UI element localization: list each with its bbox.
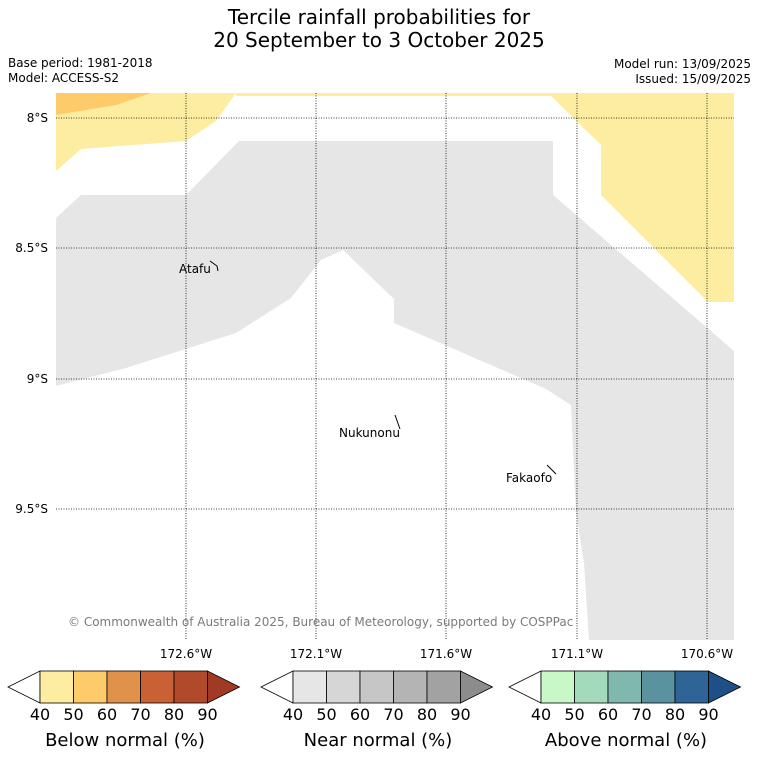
lat-label-8s: 8°S xyxy=(26,111,48,125)
island-label-fakaofo: Fakaofo xyxy=(506,471,553,485)
colorbar-below-segment-70 xyxy=(140,670,175,704)
lat-label-9-5s: 9.5°S xyxy=(15,502,48,516)
colorbar-below-tick-60: 60 xyxy=(96,705,118,724)
colorbar-above-low-extend xyxy=(508,670,542,704)
colorbar-below-high-extend xyxy=(207,670,241,704)
atafu-marker xyxy=(209,260,219,272)
colorbar-near-segment-80 xyxy=(426,670,461,704)
lat-label-8-5s: 8.5°S xyxy=(15,241,48,255)
colorbar-below-tick-50: 50 xyxy=(63,705,84,724)
colorbar-below-segment-50 xyxy=(73,670,108,704)
colorbar-near-tick-60: 60 xyxy=(349,705,371,724)
map-panel xyxy=(56,93,734,640)
colorbar-near-segment-40 xyxy=(292,670,327,704)
colorbar-above-segment-50 xyxy=(574,670,609,704)
colorbar-above-high-extend xyxy=(708,670,742,704)
colorbar-near-low-extend xyxy=(260,670,294,704)
near-normal-region xyxy=(56,141,734,640)
colorbar-above-segment-80 xyxy=(674,670,709,704)
map-title-line1: Tercile rainfall probabilities for xyxy=(227,5,531,29)
fakaofo-marker xyxy=(546,464,557,475)
colorbar-below-tick-40: 40 xyxy=(29,705,51,724)
island-label-nukunonu: Nukunonu xyxy=(339,426,400,440)
lon-label-170-6w: 170.6°W xyxy=(680,647,734,661)
colorbar-near-segment-60 xyxy=(359,670,394,704)
below-normal-region-top-left xyxy=(56,93,236,171)
below-normal-region-right xyxy=(548,93,734,302)
colorbar-title-below: Below normal (%) xyxy=(45,730,205,751)
colorbar-below-tick-90: 90 xyxy=(197,705,218,724)
lon-label-171-6w: 171.6°W xyxy=(419,647,473,661)
colorbar-below-low-extend xyxy=(7,670,41,704)
map-title-line2: 20 September to 3 October 2025 xyxy=(213,28,545,52)
colorbar-above-tick-60: 60 xyxy=(597,705,619,724)
colorbar-near-tick-50: 50 xyxy=(316,705,337,724)
colorbar-above-tick-40: 40 xyxy=(530,705,552,724)
colorbar-above-segment-70 xyxy=(641,670,676,704)
below-normal-region-orange xyxy=(56,93,151,115)
colorbar-above-tick-50: 50 xyxy=(564,705,585,724)
lon-label-171-1w: 171.1°W xyxy=(550,647,604,661)
colorbar-above-tick-80: 80 xyxy=(664,705,686,724)
meta-left: Base period: 1981-2018 Model: ACCESS-S2 xyxy=(8,56,153,86)
base-period-text: Base period: 1981-2018 xyxy=(8,56,153,70)
colorbar-above xyxy=(508,670,742,704)
colorbar-near-segment-50 xyxy=(326,670,361,704)
issued-text: Issued: 15/09/2025 xyxy=(635,72,751,86)
colorbar-below-tick-70: 70 xyxy=(130,705,151,724)
colorbar-above-segment-60 xyxy=(607,670,642,704)
map-svg xyxy=(56,93,734,640)
lon-label-172-6w: 172.6°W xyxy=(159,647,213,661)
copyright-notice: © Commonwealth of Australia 2025, Bureau… xyxy=(68,615,574,629)
colorbar-below-tick-80: 80 xyxy=(163,705,185,724)
colorbar-title-above: Above normal (%) xyxy=(544,730,708,751)
colorbar-title-near: Near normal (%) xyxy=(303,730,453,751)
colorbar-near-tick-90: 90 xyxy=(450,705,471,724)
nukunonu-marker xyxy=(394,414,401,430)
model-text: Model: ACCESS-S2 xyxy=(8,71,120,85)
colorbar-below xyxy=(7,670,241,704)
colorbar-near-tick-70: 70 xyxy=(383,705,404,724)
colorbar-below-segment-60 xyxy=(106,670,141,704)
colorbar-near-segment-70 xyxy=(393,670,428,704)
colorbar-below-segment-40 xyxy=(39,670,74,704)
model-run-text: Model run: 13/09/2025 xyxy=(613,57,751,71)
meta-right: Model run: 13/09/2025 Issued: 15/09/2025 xyxy=(614,57,751,87)
colorbar-above-segment-40 xyxy=(540,670,575,704)
colorbar-below-segment-80 xyxy=(173,670,208,704)
colorbar-near-high-extend xyxy=(460,670,494,704)
lon-label-172-1w: 172.1°W xyxy=(289,647,343,661)
colorbar-above-tick-90: 90 xyxy=(698,705,719,724)
colorbar-near-tick-40: 40 xyxy=(282,705,304,724)
colorbar-near-tick-80: 80 xyxy=(416,705,438,724)
island-label-atafu: Atafu xyxy=(179,262,211,276)
colorbar-above-tick-70: 70 xyxy=(631,705,652,724)
colorbar-near xyxy=(260,670,494,704)
lat-label-9s: 9°S xyxy=(26,372,48,386)
